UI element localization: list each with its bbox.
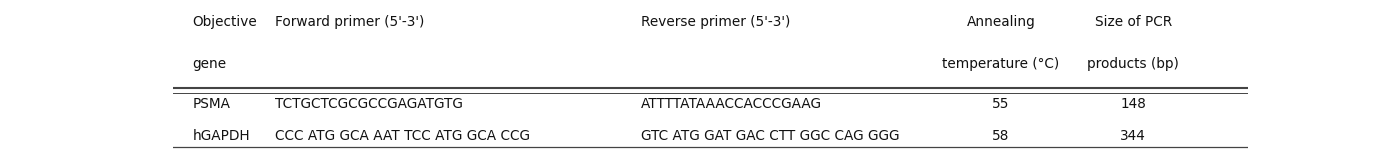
Text: hGAPDH: hGAPDH <box>193 129 250 143</box>
Text: 344: 344 <box>1121 129 1146 143</box>
Text: GTC ATG GAT GAC CTT GGC CAG GGG: GTC ATG GAT GAC CTT GGC CAG GGG <box>641 129 899 143</box>
Text: ATTTTATAAACCACCCGAAG: ATTTTATAAACCACCCGAAG <box>641 97 822 111</box>
Text: 58: 58 <box>992 129 1010 143</box>
Text: products (bp): products (bp) <box>1087 57 1179 71</box>
Text: 148: 148 <box>1121 97 1146 111</box>
Text: CCC ATG GCA AAT TCC ATG GCA CCG: CCC ATG GCA AAT TCC ATG GCA CCG <box>276 129 530 143</box>
Text: Forward primer (5'-3'): Forward primer (5'-3') <box>276 15 424 29</box>
Text: Annealing: Annealing <box>967 15 1036 29</box>
Text: PSMA: PSMA <box>193 97 230 111</box>
Text: TCTGCTCGCGCCGAGATGTG: TCTGCTCGCGCCGAGATGTG <box>276 97 463 111</box>
Text: Reverse primer (5'-3'): Reverse primer (5'-3') <box>641 15 791 29</box>
Text: gene: gene <box>193 57 227 71</box>
Text: 55: 55 <box>992 97 1010 111</box>
Text: Size of PCR: Size of PCR <box>1094 15 1172 29</box>
Text: Objective: Objective <box>193 15 258 29</box>
Text: temperature (°C): temperature (°C) <box>942 57 1060 71</box>
